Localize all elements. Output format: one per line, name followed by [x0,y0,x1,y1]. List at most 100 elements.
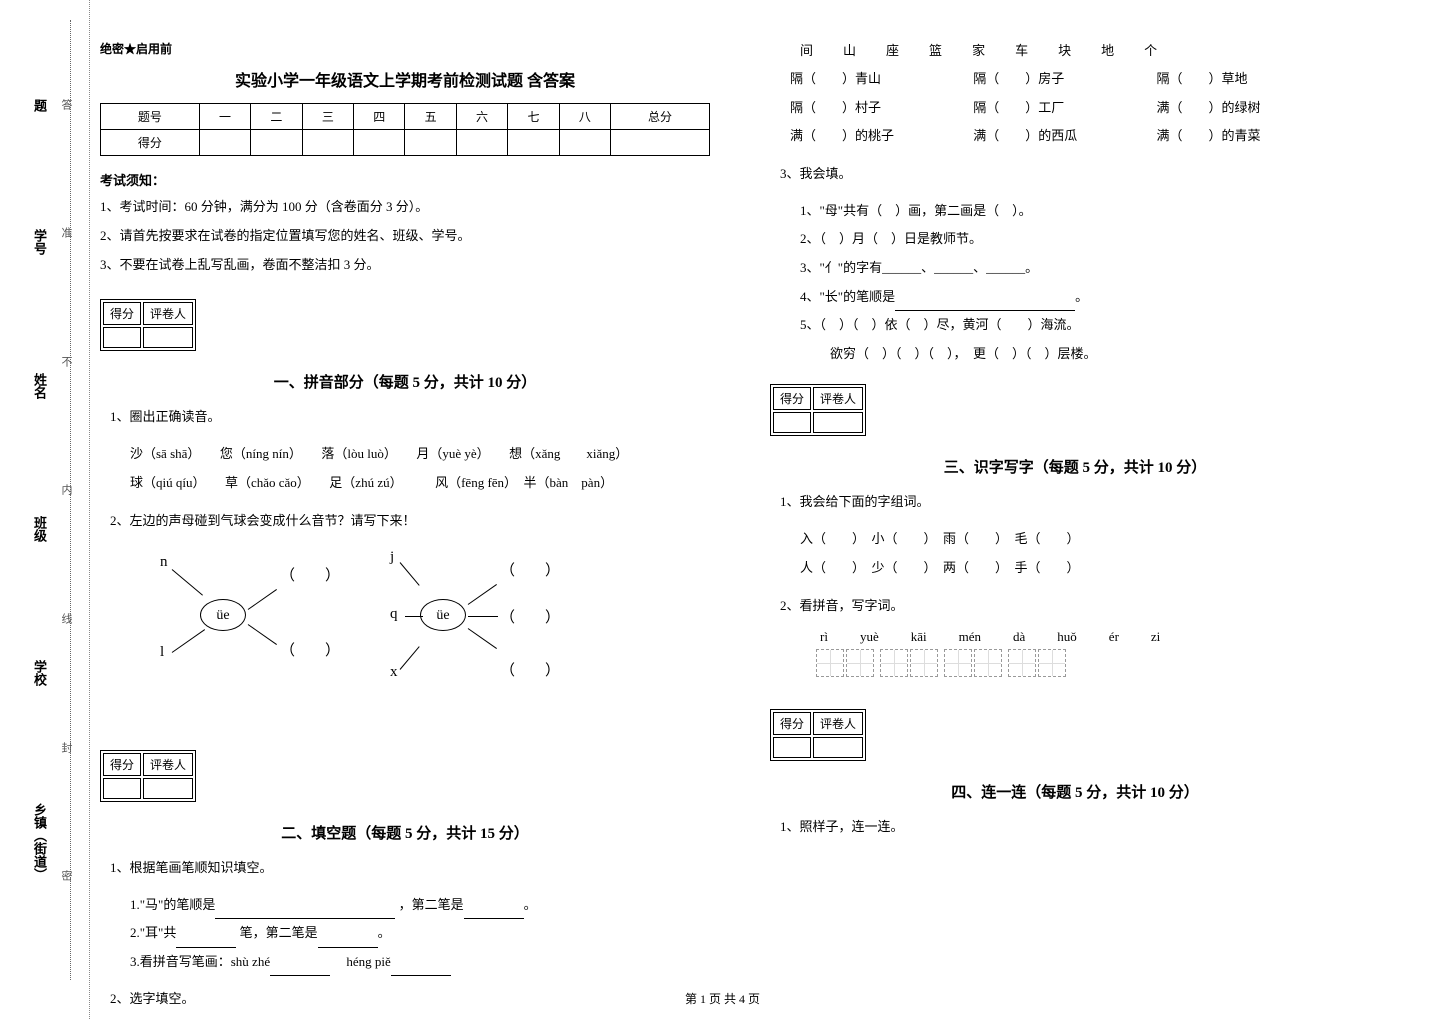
text: ，第二笔是 [399,897,464,912]
fill: 满（ ）的青菜 [1157,122,1337,151]
th: 六 [456,104,507,130]
char-box [1038,649,1066,677]
sidebar-label: 学号 [30,229,49,255]
line [172,569,203,595]
blank [318,934,378,948]
score-cell [773,737,811,758]
sub-item: 2、（ ）月（ ）日是教师节。 [800,225,1380,254]
line [468,584,497,605]
line [248,624,277,645]
sidebar-label: 题 [30,99,49,112]
letter-l: l [160,644,164,661]
grader-cell [813,737,863,758]
sidebar-label: 学校 [30,660,49,686]
line [468,616,498,617]
char: 家 [972,40,985,59]
sub-item: 3.看拼音写笔画：shù zhé héng piě [130,948,710,977]
sub-item: 2."耳"共 笔，第二笔是。 [130,919,710,948]
sidebar-label: 班级 [30,516,49,542]
score-label: 得分 [103,302,141,325]
score-box: 得分评卷人 [100,299,196,351]
notice-item: 1、考试时间：60 分钟，满分为 100 分（含卷面分 3 分）。 [100,197,710,218]
fill: 满（ ）的绿树 [1157,94,1337,123]
char-box [1008,649,1036,677]
score-cell [103,327,141,348]
fill: 满（ ）的西瓜 [973,122,1153,151]
line [468,628,497,649]
grader-cell [143,327,193,348]
text: 2."耳"共 [130,925,176,940]
question-4-1: 1、照样子，连一连。 [780,814,1380,840]
seal-words: 答 准 不 内 线 封 密 [58,40,74,940]
blank [895,297,1075,311]
right-column: 间 山 座 篮 家 车 块 地 个 隔（ ）青山 隔（ ）房子 隔（ ）草地 隔… [770,40,1380,1022]
char-box [816,649,844,677]
blank [391,962,451,976]
th: 一 [199,104,250,130]
page-content: 绝密★启用前 实验小学一年级语文上学期考前检测试题 含答案 题号 一 二 三 四… [100,40,1400,1022]
page-footer: 第 1 页 共 4 页 [0,990,1445,1007]
text: 1."马"的笔顺是 [130,897,215,912]
td [354,130,405,156]
paren: （ ） [500,559,560,580]
secret-label: 绝密★启用前 [100,40,710,57]
pinyin-choices: 球（qiú qíu） 草（chǎo cǎo） 足（zhú zú） 风（fēng … [130,469,710,498]
sub-item: 4、"长"的笔顺是。 [800,283,1380,312]
blank [270,962,330,976]
pinyin: rì [820,629,828,645]
th: 总分 [611,104,710,130]
th: 七 [508,104,559,130]
box-group [880,649,938,677]
th: 二 [251,104,302,130]
section-4-title: 四、连一连（每题 5 分，共计 10 分） [770,781,1380,802]
blank [176,934,236,948]
char: 块 [1058,40,1071,59]
grader-cell [813,412,863,433]
th: 五 [405,104,456,130]
question-1-1: 1、圈出正确读音。 [110,404,710,430]
notice-item: 3、不要在试卷上乱写乱画，卷面不整洁扣 3 分。 [100,255,710,276]
grader-label: 评卷人 [813,712,863,735]
question-3-2: 2、看拼音，写字词。 [780,593,1380,619]
td [508,130,559,156]
paren: （ ） [280,564,340,585]
seal-word: 不 [58,356,74,367]
box-group [816,649,874,677]
seal-word: 密 [58,870,74,881]
pinyin: zi [1151,629,1160,645]
char: 间 [800,40,813,59]
line [400,646,420,670]
pinyin: yuè [860,629,879,645]
seal-word: 内 [58,484,74,495]
question-1-2: 2、左边的声母碰到气球会变成什么音节？请写下来！ [110,508,710,534]
char: 地 [1101,40,1114,59]
char: 篮 [929,40,942,59]
grader-label: 评卷人 [813,387,863,410]
line [400,562,420,586]
td [456,130,507,156]
pinyin: mén [959,629,981,645]
fill: 隔（ ）草地 [1157,65,1337,94]
left-column: 绝密★启用前 实验小学一年级语文上学期考前检测试题 含答案 题号 一 二 三 四… [100,40,710,1022]
score-label: 得分 [773,712,811,735]
paren: （ ） [500,606,560,627]
score-label: 得分 [103,753,141,776]
seal-word: 线 [58,613,74,624]
letter-j: j [390,549,394,566]
text: 3.看拼音写笔画：shù zhé [130,954,270,969]
section-3-title: 三、识字写字（每题 5 分，共计 10 分） [770,456,1380,477]
fill: 隔（ ）工厂 [973,94,1153,123]
sub-item: 欲穷（ ）（ ）（ ）， 更（ ）（ ）层楼。 [830,340,1380,369]
pinyin: dà [1013,629,1025,645]
char-box [846,649,874,677]
sidebar-label: 姓名 [30,373,49,399]
td: 得分 [101,130,200,156]
score-cell [773,412,811,433]
td [405,130,456,156]
pinyin: kāi [911,629,927,645]
pinyin-diagram: n l üe （ ） （ ） j q x üe （ ） （ ） （ ） [130,544,610,724]
td [559,130,610,156]
question-2-1: 1、根据笔画笔顺知识填空。 [110,855,710,881]
blank [464,905,524,919]
score-box: 得分评卷人 [100,750,196,802]
